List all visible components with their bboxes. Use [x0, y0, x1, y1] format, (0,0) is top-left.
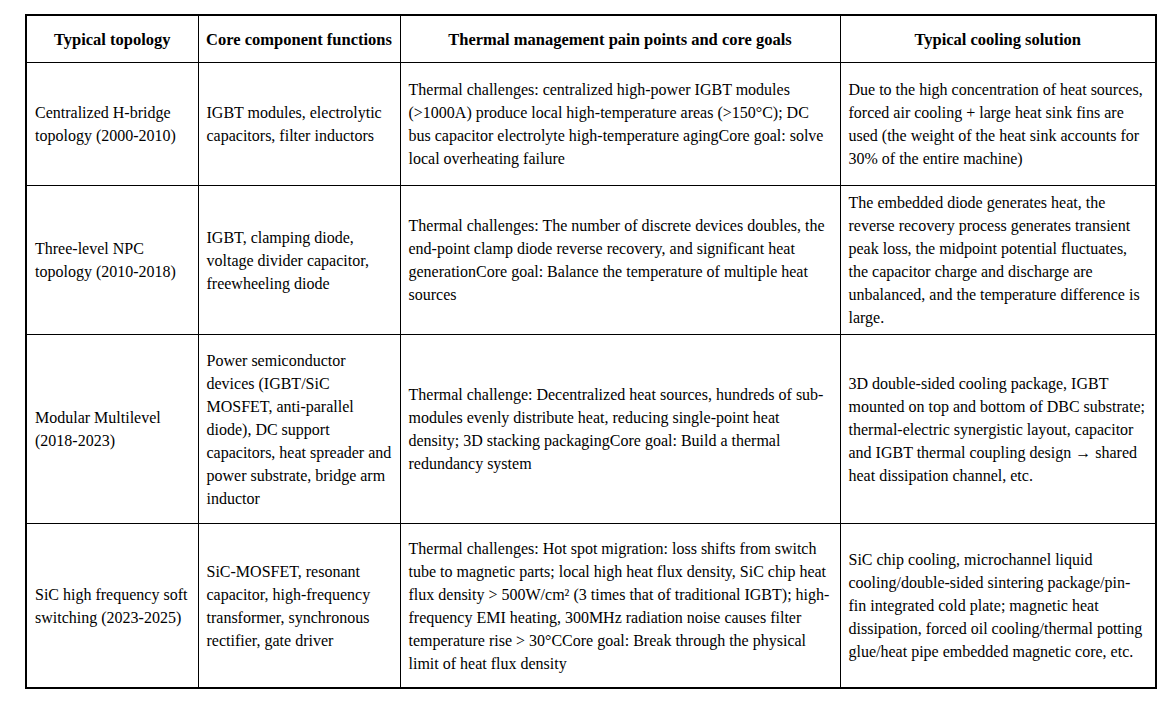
cell-components: SiC-MOSFET, resonant capacitor, high-fre… [198, 524, 400, 689]
cell-components: IGBT modules, electrolytic capacitors, f… [198, 63, 400, 186]
table-row-centralized-h-bridge: Centralized H-bridge topology (2000-2010… [26, 63, 1156, 186]
column-header-thermal-pain-points: Thermal management pain points and core … [400, 15, 840, 63]
cell-pain-points: Thermal challenges: centralized high-pow… [400, 63, 840, 186]
cell-cooling: Due to the high concentration of heat so… [840, 63, 1156, 186]
table-row-sic-high-frequency: SiC high frequency soft switching (2023-… [26, 524, 1156, 689]
cell-cooling: The embedded diode generates heat, the r… [840, 186, 1156, 335]
cell-pain-points: Thermal challenges: Hot spot migration: … [400, 524, 840, 689]
table-body: Centralized H-bridge topology (2000-2010… [26, 63, 1156, 689]
cell-components: Power semiconductor devices (IGBT/SiC MO… [198, 335, 400, 524]
column-header-core-component-functions: Core component functions [198, 15, 400, 63]
header-row: Typical topology Core component function… [26, 15, 1156, 63]
column-header-typical-topology: Typical topology [26, 15, 198, 63]
table-header: Typical topology Core component function… [26, 15, 1156, 63]
cell-pain-points: Thermal challenges: The number of discre… [400, 186, 840, 335]
topology-comparison-table: Typical topology Core component function… [25, 14, 1157, 689]
table-row-modular-multilevel: Modular Multilevel (2018-2023) Power sem… [26, 335, 1156, 524]
cell-pain-points: Thermal challenge: Decentralized heat so… [400, 335, 840, 524]
cell-components: IGBT, clamping diode, voltage divider ca… [198, 186, 400, 335]
cell-cooling: 3D double-sided cooling package, IGBT mo… [840, 335, 1156, 524]
page: Typical topology Core component function… [0, 0, 1174, 704]
cell-topology: Centralized H-bridge topology (2000-2010… [26, 63, 198, 186]
cell-topology: Three-level NPC topology (2010-2018) [26, 186, 198, 335]
table-row-three-level-npc: Three-level NPC topology (2010-2018) IGB… [26, 186, 1156, 335]
cell-topology: Modular Multilevel (2018-2023) [26, 335, 198, 524]
cell-cooling: SiC chip cooling, microchannel liquid co… [840, 524, 1156, 689]
cell-topology: SiC high frequency soft switching (2023-… [26, 524, 198, 689]
column-header-typical-cooling-solution: Typical cooling solution [840, 15, 1156, 63]
